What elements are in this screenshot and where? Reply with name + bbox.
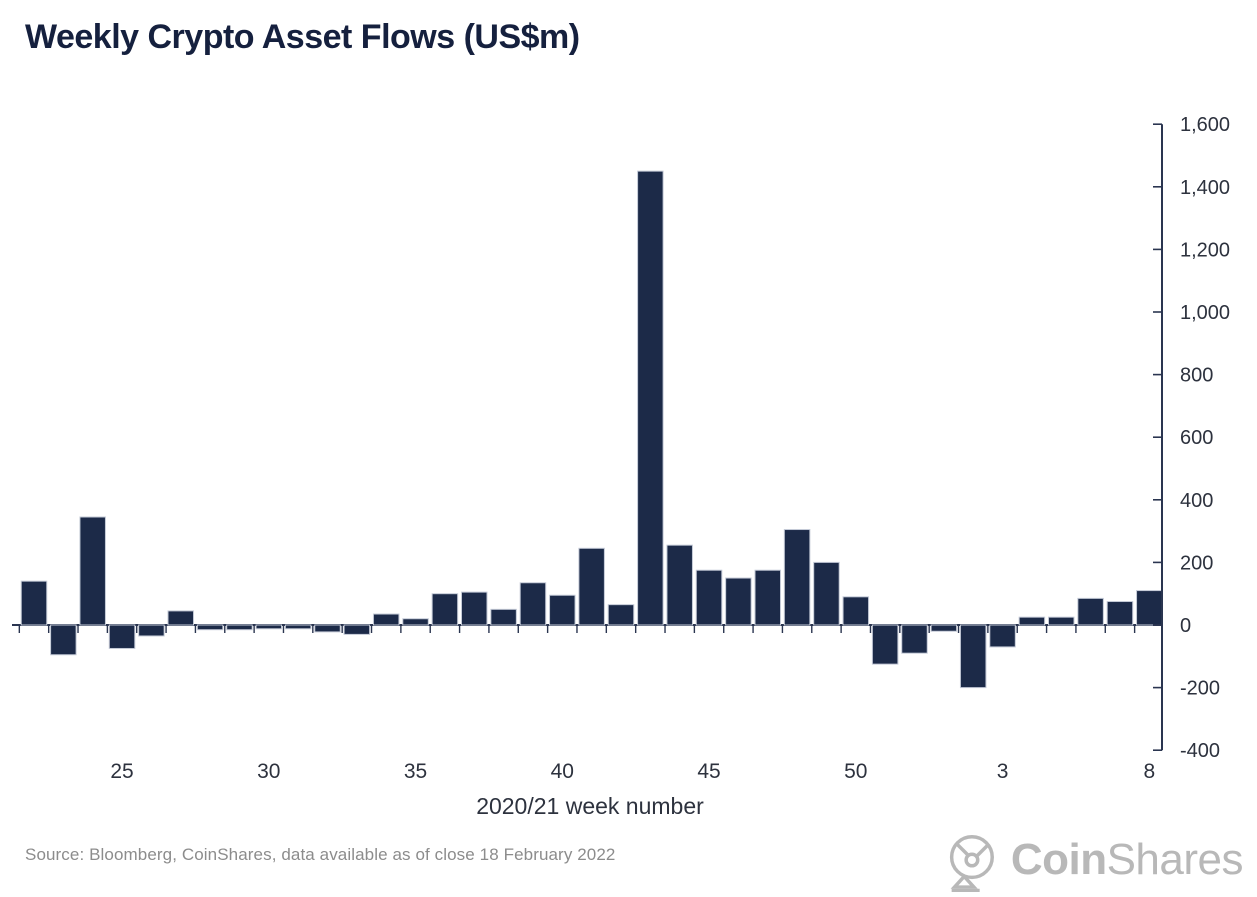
x-axis-title: 2020/21 week number bbox=[476, 793, 704, 819]
source-note: Source: Bloomberg, CoinShares, data avai… bbox=[25, 845, 616, 864]
bar-week-6 bbox=[1077, 597, 1104, 626]
y-tick-label: 1,200 bbox=[1180, 239, 1230, 261]
bar-week-41 bbox=[578, 547, 605, 626]
bar-week-43 bbox=[637, 170, 664, 626]
bar-week-50 bbox=[842, 596, 870, 626]
bar-week-23 bbox=[50, 624, 77, 656]
y-tick-label: -400 bbox=[1180, 740, 1220, 762]
x-tick-label: 25 bbox=[110, 760, 133, 783]
bar-week-5 bbox=[1048, 616, 1075, 626]
coinshares-dish-icon bbox=[949, 835, 994, 892]
y-tick-label: 800 bbox=[1180, 365, 1213, 387]
x-tick-label: 30 bbox=[257, 760, 280, 783]
y-tick-label: 1,600 bbox=[1180, 114, 1230, 136]
coinshares-logo-text: CoinShares bbox=[1010, 835, 1244, 884]
bar-week-28 bbox=[196, 624, 224, 631]
x-tick-label: 3 bbox=[997, 760, 1009, 783]
bar-week-7 bbox=[1106, 601, 1134, 626]
bar-week-31 bbox=[284, 624, 312, 630]
bar-week-37 bbox=[461, 591, 488, 626]
bar-week-30 bbox=[255, 624, 283, 630]
y-tick-label: 400 bbox=[1180, 490, 1213, 512]
x-tick-label: 35 bbox=[404, 760, 427, 783]
chart-title: Weekly Crypto Asset Flows (US$m) bbox=[25, 18, 580, 56]
x-tick-label: 50 bbox=[844, 760, 867, 783]
bar-chart: -400 -200 0 200 400 600 800 1,000 1,200 1,400 1,60… bbox=[12, 114, 1230, 819]
logo-shares: Shares bbox=[1106, 835, 1244, 884]
bar-week-47 bbox=[754, 569, 781, 626]
bar-week-4 bbox=[1018, 616, 1046, 626]
bar-week-27 bbox=[167, 610, 194, 626]
x-tick-label: 8 bbox=[1143, 760, 1155, 783]
bar-week-22 bbox=[20, 580, 48, 626]
bar-week-35 bbox=[402, 618, 429, 626]
bar-week-34 bbox=[372, 613, 400, 626]
bar-week-32 bbox=[314, 624, 341, 633]
bar-week-24 bbox=[79, 516, 106, 626]
bar-week-3 bbox=[989, 624, 1016, 648]
bar-week-40 bbox=[549, 594, 576, 626]
bar-week-44 bbox=[666, 544, 693, 626]
bar-week-29 bbox=[226, 624, 253, 631]
bar-week-33 bbox=[343, 624, 371, 635]
bar-week-38 bbox=[490, 608, 517, 626]
bar-week-48 bbox=[783, 529, 811, 626]
bar-week-2 bbox=[959, 624, 987, 689]
bar-week-52 bbox=[901, 624, 928, 654]
y-tick-label: -200 bbox=[1180, 678, 1220, 700]
bar-week-8 bbox=[1136, 590, 1163, 626]
bar-week-42 bbox=[607, 604, 635, 626]
y-tick-label: 1,400 bbox=[1180, 177, 1230, 199]
bar-week-51 bbox=[871, 624, 899, 665]
y-tick-label: 200 bbox=[1180, 552, 1213, 574]
bar-week-26 bbox=[138, 624, 165, 637]
bar-week-45 bbox=[695, 569, 723, 626]
y-tick-label: 1,000 bbox=[1180, 302, 1230, 324]
bar-week-46 bbox=[725, 577, 752, 626]
x-tick-label: 40 bbox=[551, 760, 574, 783]
bar-week-36 bbox=[431, 593, 459, 626]
bar-week-49 bbox=[813, 561, 840, 626]
bar-week-39 bbox=[519, 582, 547, 626]
x-tick-label: 45 bbox=[697, 760, 720, 783]
coinshares-logo: CoinShares bbox=[941, 828, 1244, 892]
bar-week-25 bbox=[108, 624, 136, 649]
bar-week-1 bbox=[930, 624, 958, 632]
y-tick-label: 600 bbox=[1180, 427, 1213, 449]
logo-coin: Coin bbox=[1010, 835, 1107, 884]
y-tick-label: 0 bbox=[1180, 615, 1191, 637]
